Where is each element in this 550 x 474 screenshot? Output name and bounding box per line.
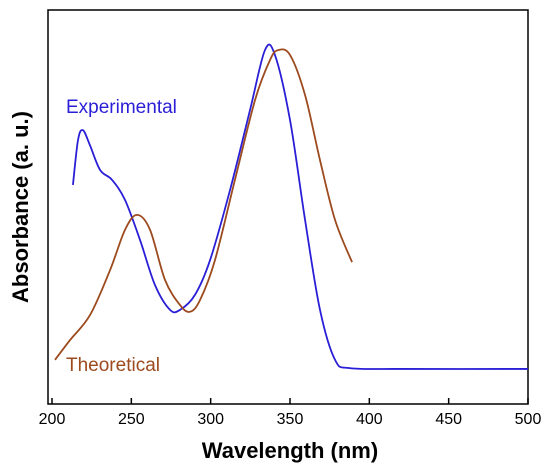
x-tick-label: 300	[197, 411, 224, 428]
series-label: Theoretical	[66, 355, 160, 376]
x-tick-label: 450	[435, 411, 462, 428]
x-axis-title: Wavelength (nm)	[202, 438, 378, 463]
x-tick-label: 400	[356, 411, 383, 428]
x-tick-label: 200	[39, 411, 66, 428]
line-series	[54, 48, 353, 361]
plot-frame	[47, 9, 529, 405]
line-series	[72, 43, 529, 370]
x-tick-label: 500	[515, 411, 542, 428]
y-axis-title: Absorbance (a. u.)	[8, 111, 33, 303]
series-label: Experimental	[66, 97, 177, 118]
x-tick-label: 250	[118, 411, 145, 428]
x-tick-label: 350	[277, 411, 304, 428]
